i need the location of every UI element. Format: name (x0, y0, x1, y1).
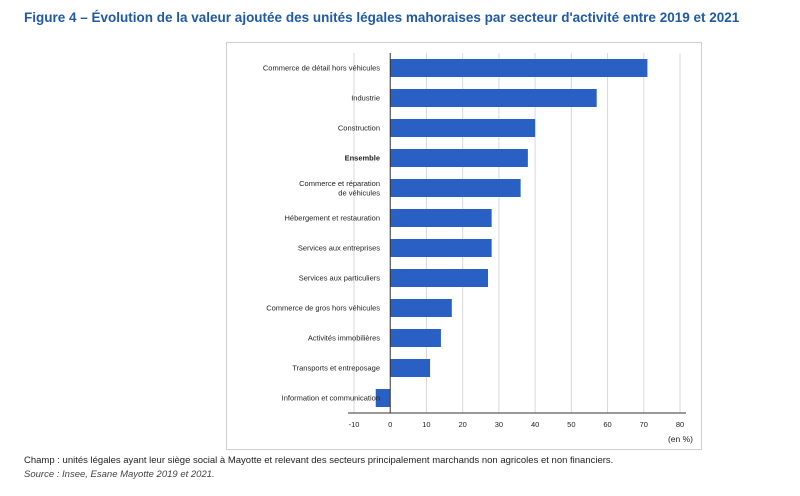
x-tick-label: 60 (603, 420, 611, 429)
category-label: Commerce et réparation de véhicules (299, 179, 380, 198)
category-label: Construction (338, 124, 380, 133)
bar (390, 119, 536, 137)
bar (390, 59, 648, 77)
x-tick-label: 30 (495, 420, 503, 429)
x-tick-label: 10 (422, 420, 430, 429)
bar (375, 389, 391, 407)
figure-title: Figure 4 – Évolution de la valeur ajouté… (24, 10, 740, 25)
bar (390, 149, 528, 167)
bar (390, 179, 521, 197)
category-label: Commerce de gros hors véhicules (266, 304, 380, 313)
category-label: Industrie (351, 94, 380, 103)
category-label: Commerce de détail hors véhicules (263, 64, 380, 73)
x-tick-label: 50 (567, 420, 575, 429)
chart-frame: Commerce de détail hors véhicules Industr… (226, 42, 702, 450)
bar (390, 359, 431, 377)
category-label: Services aux particuliers (299, 274, 381, 283)
bar (390, 329, 441, 347)
source-note: Source : Insee, Esane Mayotte 2019 et 20… (24, 469, 215, 480)
category-label: Transports et entreposage (292, 364, 380, 373)
bar (390, 239, 492, 257)
x-unit-label: (en %) (668, 434, 693, 444)
bar (390, 89, 597, 107)
x-tick-label: 20 (458, 420, 466, 429)
scope-note: Champ : unités légales ayant leur siège … (24, 455, 614, 466)
category-label: Activités immobilières (308, 334, 380, 343)
bar (390, 209, 492, 227)
category-label: Services aux entreprises (298, 244, 380, 253)
x-tick-label: 80 (676, 420, 684, 429)
bar-chart: Commerce de détail hors véhicules Industr… (263, 53, 693, 444)
category-label: Ensemble (345, 154, 380, 163)
x-tick-label: 70 (640, 420, 648, 429)
bar (390, 299, 452, 317)
x-tick-label: -10 (349, 420, 360, 429)
x-tick-label: 40 (531, 420, 539, 429)
category-label: Information et communication (282, 394, 380, 403)
x-tick-label: 0 (388, 420, 392, 429)
category-label: Hébergement et restauration (285, 214, 380, 223)
bar (390, 269, 489, 287)
